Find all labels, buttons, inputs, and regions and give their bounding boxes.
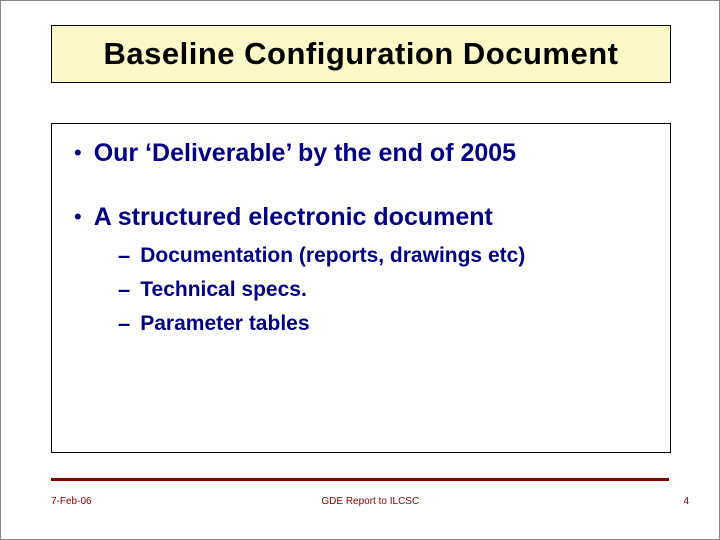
footer-page-number: 4 bbox=[649, 496, 689, 507]
sub-bullet-item: – Parameter tables bbox=[62, 310, 660, 338]
dash-icon: – bbox=[118, 276, 130, 304]
bullet-dot-icon: • bbox=[74, 138, 82, 168]
footer-center: GDE Report to ILCSC bbox=[92, 496, 649, 507]
sub-bullet-item: – Technical specs. bbox=[62, 276, 660, 304]
body-box: • Our ‘Deliverable’ by the end of 2005 •… bbox=[51, 123, 671, 453]
dash-icon: – bbox=[118, 310, 130, 338]
footer: 7-Feb-06 GDE Report to ILCSC 4 bbox=[51, 496, 689, 507]
footer-date: 7-Feb-06 bbox=[51, 496, 92, 507]
sub-bullet-text: Documentation (reports, drawings etc) bbox=[140, 242, 525, 270]
slide: Baseline Configuration Document • Our ‘D… bbox=[0, 0, 720, 540]
title-box: Baseline Configuration Document bbox=[51, 25, 671, 83]
bullet-item: • Our ‘Deliverable’ by the end of 2005 bbox=[62, 138, 660, 168]
bullet-item: • A structured electronic document bbox=[62, 202, 660, 232]
footer-divider bbox=[51, 478, 669, 481]
bullet-text: A structured electronic document bbox=[94, 202, 493, 232]
sub-bullet-text: Technical specs. bbox=[140, 276, 307, 304]
bullet-dot-icon: • bbox=[74, 202, 82, 232]
bullet-text: Our ‘Deliverable’ by the end of 2005 bbox=[94, 138, 516, 168]
sub-bullet-item: – Documentation (reports, drawings etc) bbox=[62, 242, 660, 270]
sub-bullet-text: Parameter tables bbox=[140, 310, 309, 338]
dash-icon: – bbox=[118, 242, 130, 270]
slide-title: Baseline Configuration Document bbox=[60, 36, 662, 72]
